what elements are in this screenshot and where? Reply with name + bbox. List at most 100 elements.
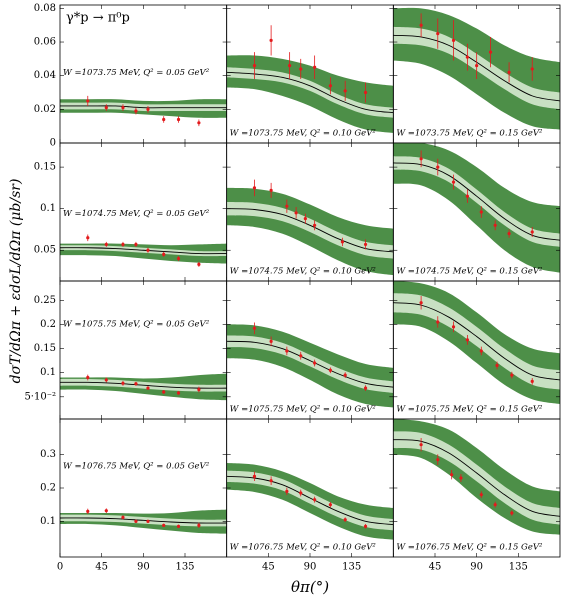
data-point xyxy=(269,479,273,483)
data-point xyxy=(299,354,303,358)
data-point xyxy=(86,375,90,380)
panel-annotation: W =1074.75 MeV, Q² = 0.15 GeV² xyxy=(396,267,543,277)
inner-band xyxy=(226,470,394,531)
panel-annotation: W =1076.75 MeV, Q² = 0.05 GeV² xyxy=(63,461,210,471)
data-point xyxy=(328,503,332,507)
panel-annotation: W =1076.75 MeV, Q² = 0.10 GeV² xyxy=(230,543,377,553)
data-point xyxy=(436,165,440,169)
data-point xyxy=(134,519,138,523)
data-point xyxy=(363,524,368,528)
data-point xyxy=(495,363,499,368)
data-point xyxy=(252,186,257,190)
x-tick-label: 135 xyxy=(175,562,194,573)
chart-title: γ*p → π⁰p xyxy=(66,11,130,26)
panel-annotation: W =1075.75 MeV, Q² = 0.15 GeV² xyxy=(396,405,543,415)
data-point xyxy=(343,373,347,377)
y-tick-label: 0.1 xyxy=(40,516,56,527)
data-point xyxy=(104,242,108,247)
y-tick-label: 0.04 xyxy=(34,70,56,81)
data-point xyxy=(104,106,108,110)
data-point xyxy=(328,84,332,88)
data-point xyxy=(269,188,273,192)
central-line xyxy=(60,105,227,109)
data-point xyxy=(313,65,317,69)
data-point xyxy=(465,338,470,342)
panel xyxy=(393,7,561,130)
data-point xyxy=(530,379,534,383)
data-point xyxy=(176,256,181,261)
data-point xyxy=(493,503,497,507)
panel xyxy=(226,25,394,133)
data-point xyxy=(299,67,303,71)
data-point xyxy=(343,518,347,522)
x-axis-label: θπ(°) xyxy=(291,578,329,596)
data-point xyxy=(197,262,201,266)
y-tick-label: 0.15 xyxy=(34,343,56,354)
data-point xyxy=(134,382,138,386)
y-tick-label: 0.3 xyxy=(40,449,56,460)
data-point xyxy=(197,121,201,125)
inner-band xyxy=(393,293,560,390)
y-tick-label: 0.15 xyxy=(34,162,56,173)
data-point xyxy=(419,157,423,161)
data-point xyxy=(479,349,483,353)
panel xyxy=(393,143,561,273)
x-tick-label: 45 xyxy=(429,562,442,573)
panel xyxy=(226,463,394,540)
data-point xyxy=(176,524,181,528)
data-point xyxy=(419,23,423,27)
data-point xyxy=(510,511,514,515)
x-tick-label: 90 xyxy=(470,562,483,573)
y-tick-label: 0.05 xyxy=(34,245,56,256)
data-point xyxy=(436,320,440,324)
data-point xyxy=(419,301,423,305)
data-point xyxy=(475,63,479,68)
data-point xyxy=(363,242,368,247)
y-tick-label: 0.25 xyxy=(34,295,56,306)
data-point xyxy=(493,223,497,227)
data-point xyxy=(451,180,456,184)
data-point xyxy=(86,236,90,240)
data-point xyxy=(146,519,150,523)
data-point xyxy=(285,489,289,493)
data-point xyxy=(363,386,368,390)
central-line xyxy=(60,247,227,255)
data-point xyxy=(86,509,90,513)
y-tick-label: 0 xyxy=(50,138,56,149)
panel xyxy=(393,281,561,405)
panel-annotation: W =1073.75 MeV, Q² = 0.15 GeV² xyxy=(396,129,543,139)
data-point xyxy=(340,240,345,244)
data-point xyxy=(530,230,534,234)
data-point xyxy=(363,90,368,95)
data-point xyxy=(86,99,90,103)
inner-band xyxy=(393,156,560,247)
data-point xyxy=(162,523,166,527)
x-tick-label: 135 xyxy=(342,562,361,573)
panel xyxy=(60,373,227,401)
panel-frame xyxy=(59,418,228,558)
data-point xyxy=(299,491,303,495)
outer-band xyxy=(226,55,394,133)
inner-band xyxy=(393,431,560,525)
y-axis-label: dσT/dΩπ + εdσL/dΩπ (μb/sr) xyxy=(8,179,24,384)
data-point xyxy=(488,50,493,54)
panel xyxy=(226,179,394,276)
panel-annotation: W =1073.75 MeV, Q² = 0.05 GeV² xyxy=(63,68,210,78)
data-point xyxy=(313,361,317,365)
y-tick-label: 0.02 xyxy=(34,104,56,115)
data-point xyxy=(252,326,257,330)
y-tick-label: 0.08 xyxy=(34,3,56,14)
x-tick-label: 0 xyxy=(57,562,63,573)
central-line xyxy=(226,340,394,388)
data-point xyxy=(197,523,201,527)
data-point xyxy=(328,368,332,372)
data-point xyxy=(134,109,138,113)
panel-annotation: W =1074.75 MeV, Q² = 0.10 GeV² xyxy=(230,267,377,277)
data-point xyxy=(104,378,108,382)
data-point xyxy=(343,89,347,93)
data-point xyxy=(121,381,125,385)
panel-annotation: W =1075.75 MeV, Q² = 0.10 GeV² xyxy=(230,405,377,415)
data-point xyxy=(104,509,108,513)
x-tick-label: 45 xyxy=(95,562,108,573)
